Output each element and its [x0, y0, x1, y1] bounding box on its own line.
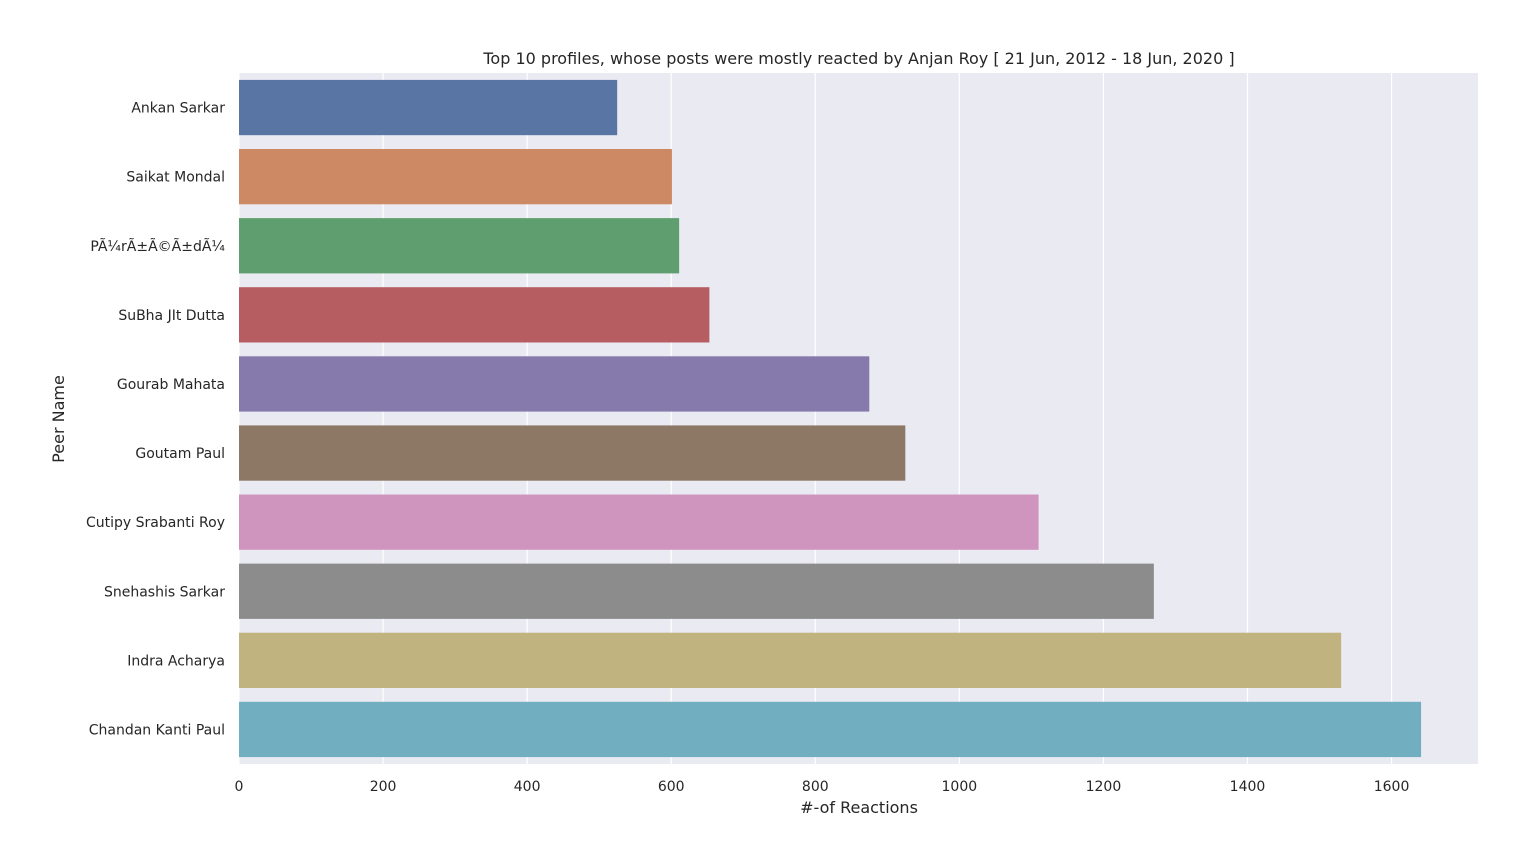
x-tick-label: 800 — [802, 779, 829, 795]
x-tick-label: 1000 — [942, 779, 978, 795]
y-tick-label: Goutam Paul — [135, 446, 225, 462]
bar — [239, 218, 680, 274]
bar — [239, 149, 672, 205]
x-tick-label: 400 — [514, 779, 541, 795]
bar — [239, 494, 1039, 550]
y-tick-label: Cutipy Srabanti Roy — [86, 515, 225, 531]
chart-title: Top 10 profiles, whose posts were mostly… — [482, 49, 1234, 68]
y-tick-label: PÃ¼rÃ±Ã©Ã±dÃ¼ — [90, 238, 225, 255]
bar — [239, 287, 710, 343]
y-tick-label: Saikat Mondal — [126, 170, 225, 186]
bar — [239, 356, 870, 412]
bar — [239, 79, 618, 136]
x-tick-label: 0 — [235, 779, 244, 795]
x-tick-label: 1600 — [1374, 779, 1410, 795]
x-tick-label: 1200 — [1086, 779, 1122, 795]
y-tick-label: Indra Acharya — [127, 653, 225, 669]
bars-group — [239, 79, 1422, 758]
y-tick-label: SuBha JIt Dutta — [118, 308, 225, 324]
x-tick-labels: 0 200 400 600 800 1000 1200 1400 1600 — [235, 779, 1410, 795]
x-tick-label: 600 — [658, 779, 685, 795]
bar — [239, 701, 1422, 758]
y-tick-label: Chandan Kanti Paul — [89, 722, 225, 738]
x-axis-label: #-of Reactions — [800, 798, 918, 817]
y-tick-label: Gourab Mahata — [117, 377, 225, 393]
bar — [239, 563, 1154, 619]
y-tick-label: Snehashis Sarkar — [104, 584, 225, 600]
x-tick-label: 200 — [370, 779, 397, 795]
y-tick-label: Ankan Sarkar — [131, 101, 225, 117]
bar — [239, 632, 1342, 688]
bar — [239, 425, 906, 481]
y-tick-labels: Ankan Sarkar Saikat Mondal PÃ¼rÃ±Ã©Ã±dÃ¼ Su… — [86, 101, 225, 739]
y-axis-label: Peer Name — [49, 375, 68, 463]
x-tick-label: 1400 — [1230, 779, 1266, 795]
